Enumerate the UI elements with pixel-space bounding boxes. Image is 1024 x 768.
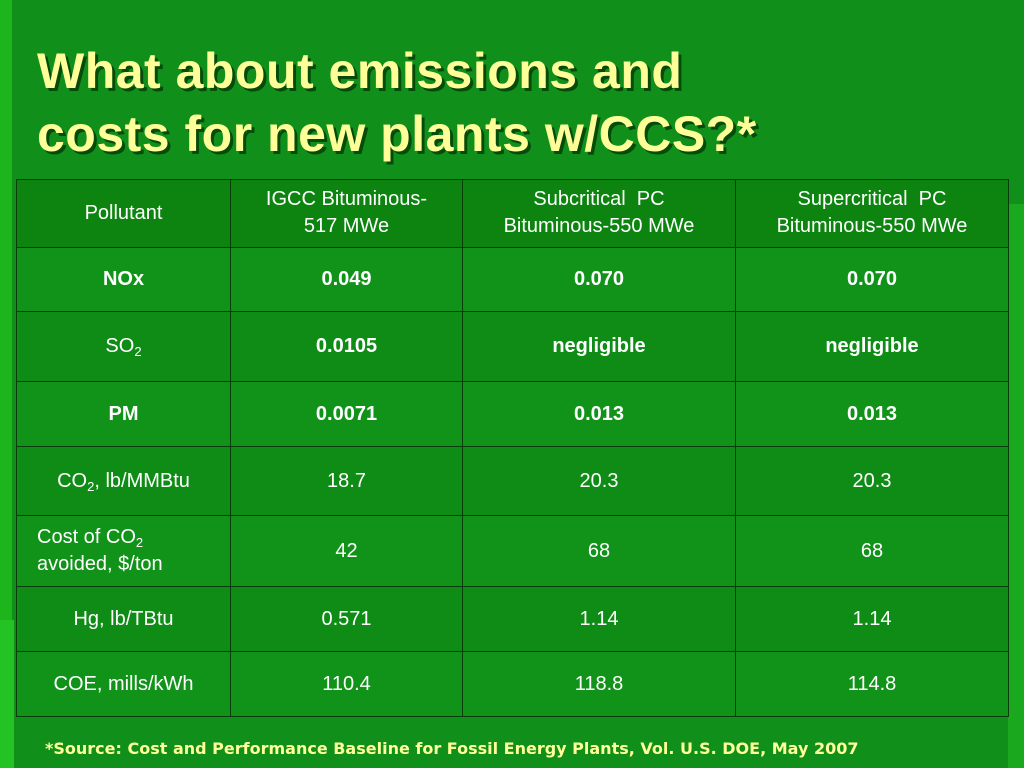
table-header-row: Pollutant IGCC Bituminous- 517 MWe Subcr… [16,179,1009,248]
table-cell: 42 [230,515,463,587]
table-row: CO2, lb/MMBtu 18.7 20.3 20.3 [16,446,1009,516]
table-cell: 0.070 [462,247,736,312]
table-row: Cost of CO2 avoided, $/ton 42 68 68 [16,515,1009,587]
slide-title: What about emissions and costs for new p… [37,40,997,166]
header-pollutant: Pollutant [16,179,231,248]
header-subcritical-line2: Bituminous-550 MWe [503,215,695,237]
table-cell: 0.0071 [230,381,463,447]
header-igcc-line1: IGCC Bituminous- [265,188,428,210]
header-igcc: IGCC Bituminous- 517 MWe [230,179,463,248]
table-row: SO2 0.0105 negligible negligible [16,311,1009,382]
title-line-1: What about emissions and [37,43,683,99]
row-label-line2: avoided, $/ton [37,553,163,575]
row-label-suffix: , lb/MMBtu [94,469,190,492]
row-label-subscript: 2 [87,478,95,494]
table-cell: 1.14 [462,586,736,652]
table-cell: 20.3 [462,446,736,516]
table-cell: 0.049 [230,247,463,312]
row-label: NOx [16,247,231,312]
row-label-text: CO [57,469,88,492]
header-supercritical-line1: Supercritical PC [797,188,947,210]
header-supercritical-line2: Bituminous-550 MWe [776,215,968,237]
table-cell: 118.8 [462,651,736,717]
title-line-2: costs for new plants w/CCS?* [37,106,757,162]
decorative-stripe [1008,204,1024,768]
table-cell: 110.4 [230,651,463,717]
source-footnote: *Source: Cost and Performance Baseline f… [45,739,859,758]
table-row: Hg, lb/TBtu 0.571 1.14 1.14 [16,586,1009,652]
row-label-text: SO [105,335,135,357]
header-igcc-line2: 517 MWe [303,215,390,237]
row-label-text: Cost of CO [37,526,136,548]
row-label-subscript: 2 [135,535,144,550]
row-label: Cost of CO2 avoided, $/ton [16,515,231,587]
header-subcritical-line1: Subcritical PC [533,188,665,210]
row-label: Hg, lb/TBtu [16,586,231,652]
table-row: PM 0.0071 0.013 0.013 [16,381,1009,447]
row-label-text: NOx [102,268,145,290]
table-cell: 68 [462,515,736,587]
table-cell: 18.7 [230,446,463,516]
row-label-subscript: 2 [134,344,142,359]
table-cell: 0.571 [230,586,463,652]
table-cell: 0.013 [462,381,736,447]
table-cell: 0.070 [735,247,1009,312]
table-cell: negligible [735,311,1009,382]
table-cell: 0.0105 [230,311,463,382]
table-cell: 114.8 [735,651,1009,717]
table-row: NOx 0.049 0.070 0.070 [16,247,1009,312]
row-label: COE, mills/kWh [16,651,231,717]
emissions-costs-table: Pollutant IGCC Bituminous- 517 MWe Subcr… [16,179,1009,717]
table-row: COE, mills/kWh 110.4 118.8 114.8 [16,651,1009,717]
table-cell: 0.013 [735,381,1009,447]
table-cell: 20.3 [735,446,1009,516]
row-label: CO2, lb/MMBtu [16,446,231,516]
table-cell: 1.14 [735,586,1009,652]
row-label-text: Hg, lb/TBtu [73,607,174,630]
header-supercritical: Supercritical PC Bituminous-550 MWe [735,179,1009,248]
row-label: PM [16,381,231,447]
header-pollutant-label: Pollutant [84,202,163,224]
row-label-text: PM [108,402,139,425]
table-cell: 68 [735,515,1009,587]
header-subcritical: Subcritical PC Bituminous-550 MWe [462,179,736,248]
table-cell: negligible [462,311,736,382]
decorative-stripe [0,620,14,768]
row-label: SO2 [16,311,231,382]
row-label-text: COE, mills/kWh [53,672,194,695]
